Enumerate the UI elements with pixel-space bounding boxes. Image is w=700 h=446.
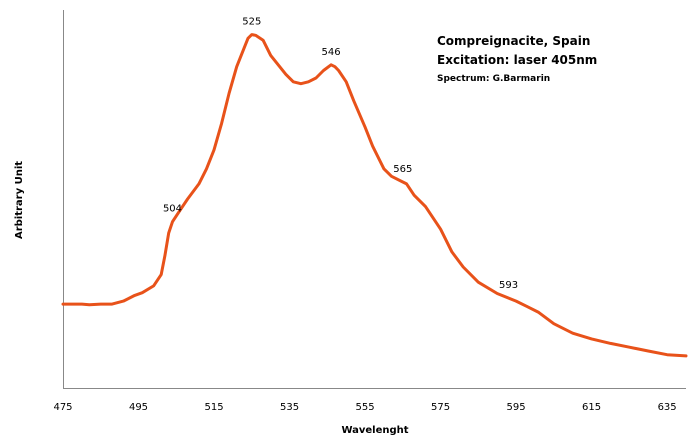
x-tick-label: 595 xyxy=(507,402,526,413)
peak-label: 546 xyxy=(322,47,341,58)
x-tick-label: 495 xyxy=(129,402,148,413)
x-axis-title: Wavelenght xyxy=(341,425,408,436)
x-tick-label: 475 xyxy=(53,402,72,413)
series-line xyxy=(61,33,688,358)
x-tick-label: 635 xyxy=(658,402,677,413)
annotation-sample: Compreignacite, Spain xyxy=(437,34,590,48)
annotation-credit: Spectrum: G.Barmarin xyxy=(437,74,550,84)
x-tick-label: 535 xyxy=(280,402,299,413)
y-axis-title: Arbitrary Unit xyxy=(14,161,25,239)
x-tick-label: 615 xyxy=(582,402,601,413)
x-tick-label: 555 xyxy=(356,402,375,413)
x-tick-label: 575 xyxy=(431,402,450,413)
x-tick-label: 515 xyxy=(204,402,223,413)
x-tick-labels: 475 495 515 535 555 575 595 615 635 xyxy=(53,402,676,413)
peak-label: 504 xyxy=(163,204,182,215)
peak-label: 593 xyxy=(499,280,518,291)
annotation-excitation: Excitation: laser 405nm xyxy=(437,53,597,67)
peak-labels: 504 525 546 565 593 xyxy=(163,17,518,291)
peak-label: 525 xyxy=(242,17,261,28)
peak-label: 565 xyxy=(393,164,412,175)
